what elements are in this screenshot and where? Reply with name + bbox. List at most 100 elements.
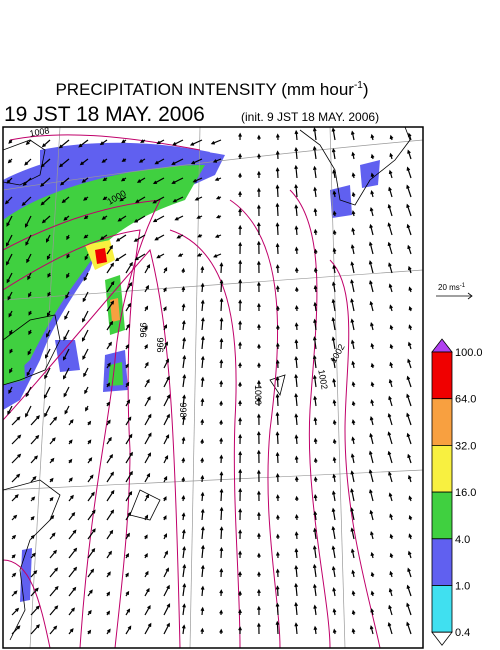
wind-arrow-head: [14, 494, 19, 499]
wind-arrow-head: [331, 336, 336, 341]
wind-arrow-head: [181, 529, 186, 534]
wind-arrow: [191, 158, 203, 165]
wind-arrow: [276, 203, 279, 217]
wind-arrow-head: [275, 342, 280, 347]
wind-arrow-head: [294, 582, 298, 588]
wind-arrow: [369, 434, 374, 445]
wind-arrow-head: [408, 305, 413, 311]
wind-arrow-head: [275, 242, 280, 248]
wind-arrow-head: [194, 197, 199, 201]
wind-arrow: [30, 588, 39, 597]
wind-arrow-head: [294, 434, 299, 439]
wind-arrow-head: [120, 177, 126, 182]
precip-area: [95, 248, 107, 264]
wind-arrow-head: [165, 567, 169, 572]
wind-arrow-head: [200, 491, 205, 497]
colorbar-label: 32.0: [455, 440, 476, 452]
colorbar: 100.0 64.0 32.0 16.0 4.0 1.0 0.4: [431, 338, 483, 646]
wind-arrow: [64, 310, 70, 320]
wind-arrow: [116, 234, 127, 242]
wind-arrow: [144, 473, 150, 483]
contour-label: 1008: [29, 125, 50, 138]
wind-arrow-head: [351, 381, 356, 386]
wind-arrow-head: [387, 203, 392, 209]
wind-arrow: [49, 567, 58, 578]
wind-arrow-head: [389, 134, 394, 140]
wind-arrow: [59, 139, 70, 149]
wind-arrow: [332, 527, 336, 540]
wind-arrow-head: [13, 590, 18, 595]
wind-arrow: [106, 490, 115, 502]
wind-arrow-head: [6, 261, 10, 266]
wind-arrow: [175, 215, 184, 221]
wind-arrow-head: [166, 584, 170, 589]
wind-arrow-head: [219, 279, 224, 284]
wind-arrow-head: [213, 254, 218, 258]
wind-arrow-head: [215, 195, 221, 200]
wind-arrow-head: [181, 436, 186, 441]
wind-arrow-head: [370, 590, 375, 595]
wind-arrow: [153, 215, 165, 223]
wind-arrow: [370, 417, 374, 426]
wind-arrow-head: [110, 489, 115, 495]
wind-arrow-head: [368, 469, 373, 474]
wind-arrow-head: [156, 254, 161, 259]
wind-arrow: [173, 139, 184, 146]
wind-arrow-head: [109, 453, 113, 459]
wind-arrow-head: [370, 571, 375, 577]
wind-arrow-head: [238, 362, 242, 367]
wind-arrow: [295, 185, 298, 198]
wind-arrow: [201, 565, 204, 578]
wind-arrow-head: [332, 438, 337, 444]
wind-arrow-head: [332, 264, 337, 269]
wind-arrow-head: [16, 473, 21, 478]
wind-arrow: [118, 215, 127, 222]
wind-arrow-head: [313, 207, 318, 213]
wind-arrow-head: [312, 583, 317, 589]
wind-arrow: [153, 177, 165, 184]
wind-arrow: [49, 626, 57, 635]
wind-arrow-head: [12, 572, 17, 577]
wind-arrow-head: [368, 260, 373, 265]
wind-arrow-head: [126, 399, 131, 404]
wind-arrow-head: [125, 344, 130, 349]
wind-arrow: [351, 131, 355, 141]
wind-arrow-head: [350, 318, 355, 323]
wind-arrow: [407, 167, 412, 179]
wind-arrow: [182, 356, 186, 369]
wind-arrow-head: [407, 453, 411, 459]
wind-arrow-head: [351, 227, 356, 232]
wind-arrow-head: [13, 514, 18, 519]
wind-arrow-head: [275, 568, 280, 573]
wind-arrow-head: [182, 354, 187, 360]
wind-arrow-head: [370, 133, 375, 139]
wind-arrow-head: [294, 204, 299, 209]
wind-arrow-head: [351, 172, 356, 177]
wind-arrow-head: [83, 373, 87, 378]
wind-arrow-head: [65, 294, 69, 300]
wind-arrow-head: [219, 589, 224, 594]
wind-arrow-head: [163, 475, 168, 481]
wind-arrow: [68, 530, 77, 540]
wind-arrow-head: [87, 609, 92, 615]
wind-arrow: [182, 321, 185, 331]
wind-arrow-head: [275, 551, 280, 556]
wind-arrow: [106, 263, 114, 274]
wind-arrow-head: [108, 550, 112, 555]
wind-arrow: [313, 147, 317, 160]
wind-arrow: [82, 310, 89, 322]
wind-arrow-head: [312, 165, 317, 171]
wind-arrow-head: [163, 287, 167, 292]
wind-arrow-head: [110, 300, 115, 305]
wind-arrow-head: [370, 172, 375, 177]
wind-arrow: [82, 291, 89, 302]
wind-arrow-head: [58, 163, 64, 168]
wind-arrow: [276, 168, 279, 179]
wind-arrow-head: [215, 214, 221, 219]
wind-arrow-head: [145, 361, 149, 366]
wind-arrow-head: [27, 351, 32, 356]
wind-arrow-head: [238, 399, 242, 405]
wind-arrow: [295, 148, 298, 160]
wind-arrow: [276, 412, 279, 426]
precip-area: [3, 262, 25, 385]
